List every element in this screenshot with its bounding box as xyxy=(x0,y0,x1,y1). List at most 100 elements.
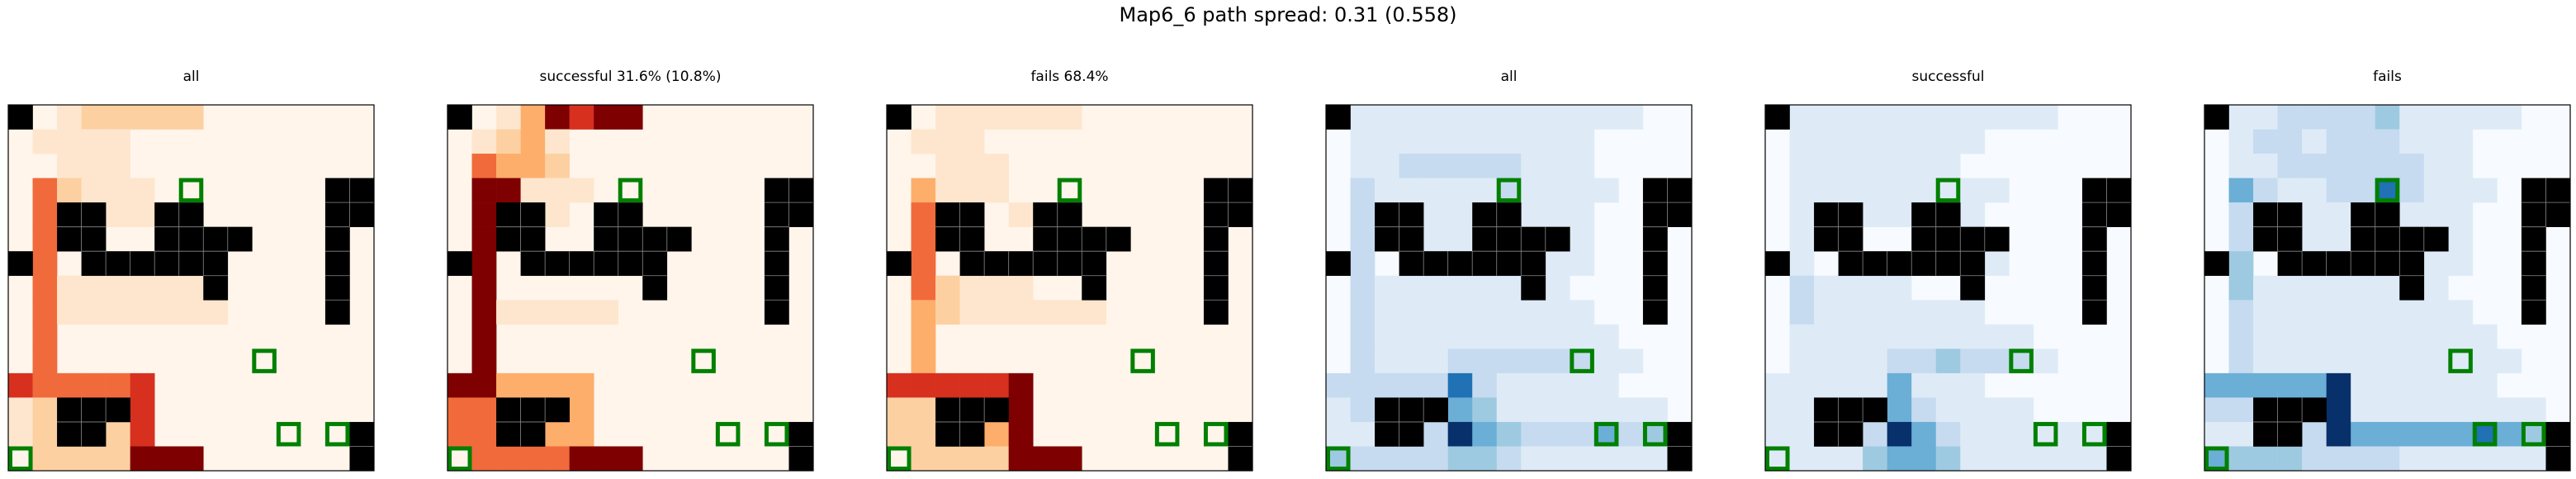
heatmap-cell xyxy=(2326,421,2351,447)
wall-cell xyxy=(203,275,229,301)
heatmap-cell xyxy=(1911,421,1937,447)
heatmap-cell xyxy=(1935,154,1961,178)
heatmap-cell xyxy=(1399,300,1424,325)
heatmap-cell xyxy=(1375,154,1399,178)
goal-marker xyxy=(2204,446,2229,472)
heatmap-cell xyxy=(1838,154,1863,178)
goal-marker xyxy=(2448,349,2473,373)
heatmap-cell xyxy=(2375,105,2400,130)
heatmap-cell xyxy=(2228,324,2254,349)
heatmap-cell xyxy=(178,275,204,301)
wall-cell xyxy=(2375,251,2400,277)
heatmap-cell xyxy=(496,372,521,398)
heatmap-cell xyxy=(545,129,570,154)
heatmap-cell xyxy=(1545,349,1570,374)
heatmap-cell xyxy=(935,178,960,203)
heatmap-cell xyxy=(1911,105,1937,130)
heatmap-cell xyxy=(1935,421,1961,447)
heatmap-cell xyxy=(1814,178,1839,203)
heatmap-cell xyxy=(545,446,570,472)
heatmap-cell xyxy=(81,154,107,178)
heatmap-cell xyxy=(2326,349,2351,374)
heatmap-cell xyxy=(1838,178,1863,203)
heatmap-cell xyxy=(959,154,985,178)
wall-cell xyxy=(81,251,107,277)
heatmap-cell xyxy=(1545,446,1570,472)
heatmap-cell xyxy=(935,300,960,325)
heatmap-cell xyxy=(1911,397,1937,423)
heatmap-cell xyxy=(545,372,570,398)
heatmap-cell xyxy=(2448,226,2474,252)
heatmap-cell xyxy=(1472,300,1498,325)
heatmap-cell xyxy=(1984,397,2010,423)
wall-cell xyxy=(618,226,643,252)
goal-marker xyxy=(1935,178,1961,203)
wall-cell xyxy=(1935,251,1961,277)
heatmap-cell xyxy=(2351,129,2376,154)
goal-marker xyxy=(1326,446,1351,472)
heatmap-cell xyxy=(32,349,58,374)
heatmap-cell xyxy=(1008,300,1034,325)
wall-cell xyxy=(788,421,814,447)
heatmap-cell xyxy=(2253,129,2278,154)
wall-cell xyxy=(1106,226,1131,252)
wall-cell xyxy=(1057,251,1082,277)
heatmap-cell xyxy=(2277,154,2303,178)
heatmap-cell xyxy=(887,372,912,398)
wall-cell xyxy=(788,202,814,227)
heatmap-cell xyxy=(2302,226,2327,252)
wall-cell xyxy=(2545,178,2571,203)
wall-cell xyxy=(2081,251,2107,277)
heatmap-cell xyxy=(569,446,594,472)
heatmap-cell xyxy=(57,275,82,301)
wall-cell xyxy=(666,226,692,252)
heatmap-cell xyxy=(1008,421,1034,447)
heatmap-cell xyxy=(32,446,58,472)
heatmap-cell xyxy=(1838,349,1863,374)
heatmap-cell xyxy=(1008,446,1034,472)
wall-cell xyxy=(935,421,960,447)
heatmap-cell xyxy=(2326,446,2351,472)
wall-cell xyxy=(1472,226,1498,252)
heatmap-cell xyxy=(911,446,936,472)
heatmap-cell xyxy=(1545,105,1570,130)
heatmap-cell xyxy=(2302,421,2327,447)
heatmap-cell xyxy=(1057,446,1082,472)
heatmap-cell xyxy=(1789,129,1815,154)
heatmap-cell xyxy=(2277,178,2303,203)
heatmap-cell xyxy=(1765,421,1790,447)
wall-cell xyxy=(324,202,350,227)
heatmap-cell xyxy=(1472,372,1498,398)
wall-cell xyxy=(2106,421,2132,447)
heatmap-cell xyxy=(1375,178,1399,203)
heatmap-cell xyxy=(2326,178,2351,203)
heatmap-cell xyxy=(2326,397,2351,423)
heatmap-cell xyxy=(1887,372,1912,398)
wall-cell xyxy=(2521,275,2546,301)
wall-cell xyxy=(520,421,546,447)
heatmap-cell xyxy=(1350,372,1376,398)
heatmap-cell xyxy=(887,421,912,447)
heatmap-panel-3: fails 68.4% xyxy=(886,69,1253,472)
heatmap-cell xyxy=(32,372,58,398)
wall-cell xyxy=(57,202,82,227)
heatmap-panel-2: successful 31.6% (10.8%) xyxy=(447,69,814,472)
wall-cell xyxy=(81,421,107,447)
heatmap-cell xyxy=(935,105,960,130)
heatmap-cell xyxy=(2009,446,2034,472)
heatmap-cell xyxy=(447,421,472,447)
heatmap-cell xyxy=(1935,397,1961,423)
heatmap-cell xyxy=(1375,324,1399,349)
heatmap-cell xyxy=(81,105,107,130)
heatmap-cell xyxy=(32,300,58,325)
wall-cell xyxy=(1642,300,1668,325)
heatmap-cell xyxy=(1375,129,1399,154)
wall-cell xyxy=(1521,226,1546,252)
heatmap-cell xyxy=(1545,129,1570,154)
heatmap-cell xyxy=(496,129,521,154)
heatmap-cell xyxy=(2448,105,2474,130)
heatmap-cell xyxy=(545,154,570,178)
heatmap-cell xyxy=(545,300,570,325)
heatmap-cell xyxy=(1521,421,1546,447)
wall-cell xyxy=(959,397,985,423)
